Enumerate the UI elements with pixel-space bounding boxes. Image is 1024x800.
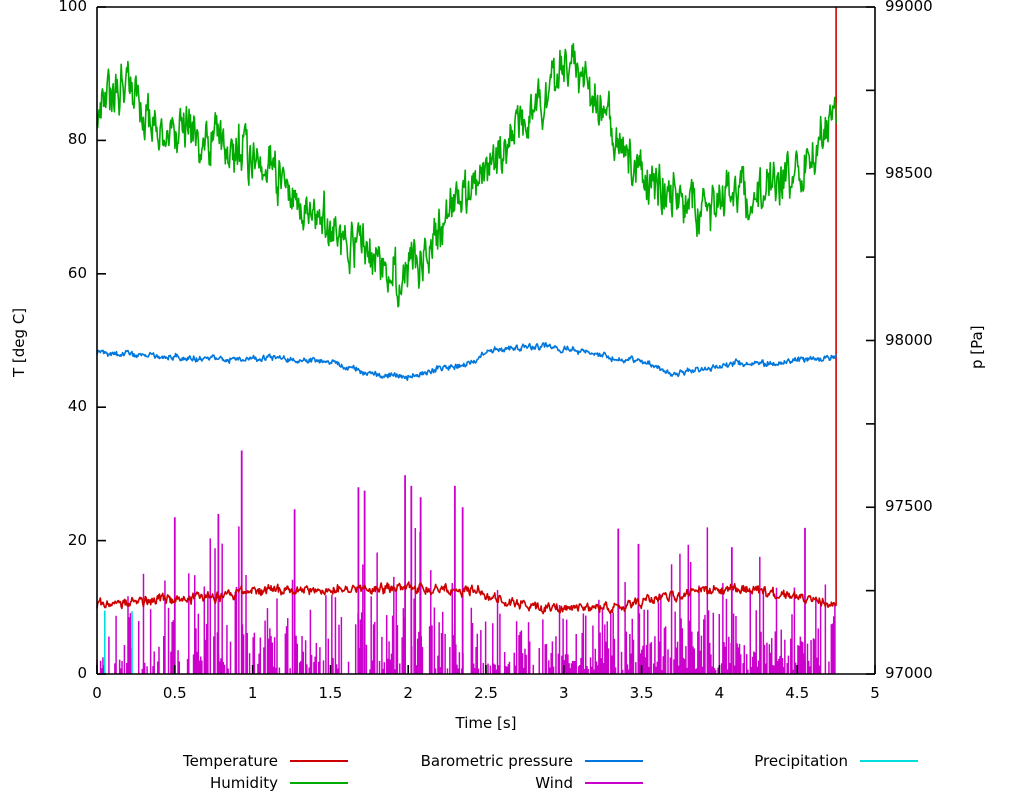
legend-color-swatch: [290, 760, 348, 762]
legend-label: Precipitation: [754, 752, 848, 770]
y-axis-right-tick-label: 97000: [885, 664, 933, 682]
x-axis-tick-label: 3.5: [629, 684, 654, 702]
y-axis-left-tick-label: 80: [67, 130, 87, 149]
legend-color-swatch: [585, 782, 643, 784]
y-axis-right-tick-label: 97500: [885, 497, 933, 516]
legend-label: Barometric pressure: [420, 752, 573, 770]
y-axis-left-tick-label: 40: [67, 397, 87, 416]
legend-color-swatch: [860, 760, 918, 762]
y-axis-left-tick-label: 100: [58, 0, 87, 15]
y-axis-left-tick-label: 0: [77, 664, 87, 682]
x-axis-tick-label: 2: [403, 684, 413, 702]
x-axis-tick-label: 4: [714, 684, 725, 702]
y-axis-right-tick-label: 98000: [885, 330, 933, 349]
legend-item[interactable]: Wind: [0, 774, 643, 792]
legend-item[interactable]: Precipitation: [0, 752, 918, 770]
x-axis-tick-label: 4.5: [785, 684, 810, 702]
legend-label: Humidity: [209, 774, 278, 792]
y-axis-right-tick-label: 99000: [885, 0, 933, 15]
x-axis-tick-label: 0: [92, 684, 102, 702]
x-axis-tick-label: 1: [247, 684, 258, 702]
x-axis-title: Time [s]: [455, 714, 517, 732]
legend-item[interactable]: Temperature: [0, 752, 348, 770]
y-axis-left-tick-label: 60: [67, 263, 87, 282]
legend-color-swatch: [585, 760, 643, 762]
legend-label: Temperature: [182, 752, 278, 770]
y-axis-right-tick-label: 98500: [885, 163, 933, 182]
x-axis-tick-label: 2.5: [474, 684, 498, 702]
x-axis-tick-label: 3: [559, 684, 569, 702]
x-axis-tick-label: 0.5: [162, 684, 187, 702]
y-axis-right-title: p [Pa]: [968, 324, 986, 369]
y-axis-left-title: T [deg C]: [10, 307, 28, 377]
x-axis-tick-label: 1.5: [318, 684, 343, 702]
chart-legend: Temperature Humidity Barometric pressure Wi…: [0, 748, 1024, 794]
legend-color-swatch: [290, 782, 348, 784]
legend-label: Wind: [535, 774, 573, 792]
y-axis-left-tick-label: 20: [67, 530, 87, 549]
x-axis-tick-label: 5: [870, 684, 880, 702]
legend-item[interactable]: Humidity: [0, 774, 348, 792]
legend-item[interactable]: Barometric pressure: [0, 752, 643, 770]
